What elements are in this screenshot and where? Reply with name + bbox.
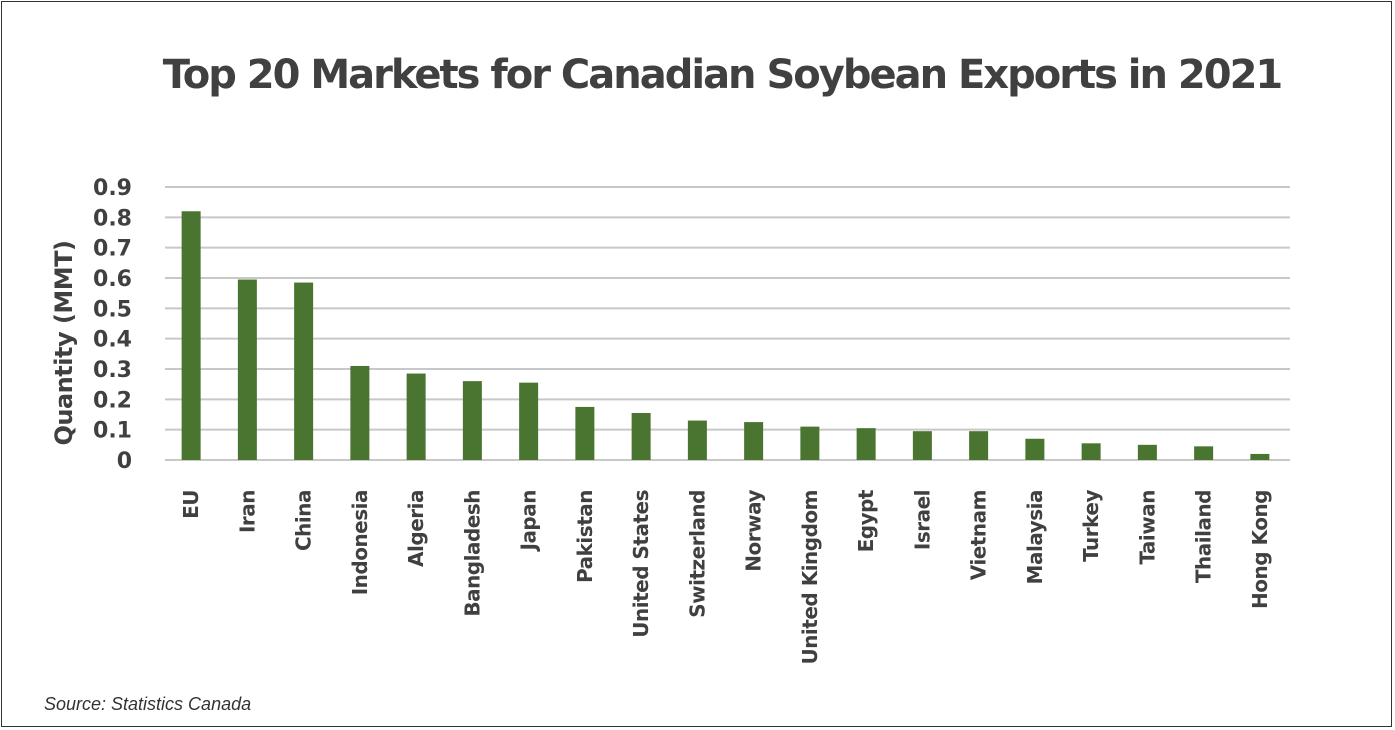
bar-iran: [237, 279, 257, 460]
x-tick-label: Norway: [742, 490, 766, 572]
bar-egypt: [856, 428, 876, 460]
x-tick-label: Hong Kong: [1248, 490, 1272, 609]
x-tick-label: Bangladesh: [460, 490, 484, 617]
y-tick-label: 0: [117, 449, 132, 474]
x-tick-label: EU: [179, 490, 203, 519]
x-tick-label: Vietnam: [967, 490, 991, 580]
x-tick-label: Taiwan: [1135, 490, 1159, 565]
x-tick-label: Indonesia: [348, 490, 372, 595]
gridlines: [165, 186, 1290, 461]
bar-malaysia: [1025, 438, 1045, 460]
bar-thailand: [1194, 446, 1214, 460]
bar-pakistan: [575, 406, 595, 460]
bars: [181, 211, 1270, 460]
y-tick-label: 0.2: [93, 388, 132, 413]
x-tick-label: Thailand: [1192, 490, 1216, 583]
y-tick-label: 0.4: [93, 328, 132, 353]
x-axis-labels: EU Iran China Indonesia Algeria Bangladesh Jap…: [179, 489, 1272, 664]
y-axis-label: Quantity (MMT): [50, 240, 78, 445]
bar-switzerland: [687, 420, 707, 460]
chart-title: Top 20 Markets for Canadian Soybean Expo…: [163, 52, 1282, 98]
bar-taiwan: [1137, 444, 1157, 460]
x-tick-label: United States: [629, 490, 653, 638]
x-tick-label: Israel: [910, 490, 934, 550]
bar-bangladesh: [462, 381, 482, 460]
bar-norway: [744, 422, 764, 460]
bar-algeria: [406, 373, 426, 460]
x-tick-label: Malaysia: [1023, 490, 1047, 584]
x-tick-label: Turkey: [1079, 490, 1103, 562]
source-note: Source: Statistics Canada: [44, 694, 251, 714]
x-tick-label: Iran: [235, 490, 259, 533]
bar-vietnam: [969, 431, 989, 460]
y-tick-label: 0.1: [93, 419, 132, 444]
y-tick-label: 0.9: [93, 176, 132, 201]
x-tick-label: Japan: [517, 490, 541, 553]
bar-hong-kong: [1250, 453, 1270, 460]
bar-united-states: [631, 412, 651, 460]
bar-turkey: [1081, 443, 1101, 460]
y-tick-label: 0.5: [93, 297, 132, 322]
y-tick-label: 0.8: [93, 206, 132, 231]
y-tick-label: 0.6: [93, 267, 132, 292]
x-tick-label: Algeria: [404, 490, 428, 567]
bar-japan: [519, 382, 539, 460]
x-tick-label: United Kingdom: [798, 490, 822, 665]
x-tick-label: Pakistan: [573, 490, 597, 583]
bar-united-kingdom: [800, 426, 820, 460]
y-axis-ticks: 0 0.1 0.2 0.3 0.4 0.5 0.6 0.7 0.8 0.9: [93, 176, 132, 474]
y-tick-label: 0.3: [93, 358, 132, 383]
bar-china: [294, 282, 314, 460]
x-tick-label: China: [292, 490, 316, 551]
y-tick-label: 0.7: [93, 237, 132, 262]
x-tick-label: Switzerland: [685, 490, 709, 618]
x-tick-label: Egypt: [854, 489, 878, 552]
bar-eu: [181, 211, 201, 460]
bar-indonesia: [350, 365, 370, 460]
bar-israel: [912, 431, 932, 460]
